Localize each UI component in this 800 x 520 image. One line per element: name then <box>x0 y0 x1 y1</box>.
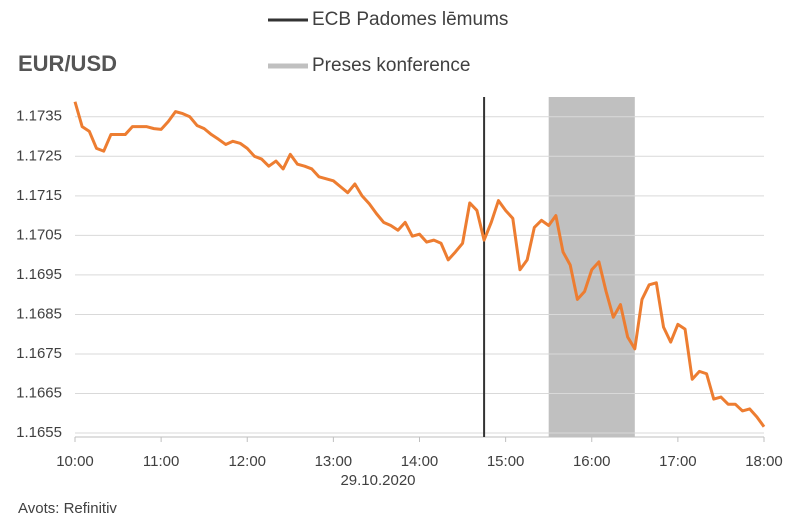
series-line <box>73 101 766 428</box>
x-tick-label: 11:00 <box>143 453 179 470</box>
x-tick-label: 12:00 <box>228 453 266 470</box>
x-tick-label: 15:00 <box>487 453 525 470</box>
y-tick-label: 1.1735 <box>16 108 62 125</box>
x-tick-label: 18:00 <box>745 453 783 470</box>
y-tick-label: 1.1715 <box>16 187 62 204</box>
x-tick-label: 16:00 <box>573 453 611 470</box>
x-axis-label: 29.10.2020 <box>340 472 415 489</box>
y-tick-label: 1.1655 <box>16 424 62 441</box>
shaded-band <box>548 97 635 437</box>
x-tick-label: 17:00 <box>659 453 697 470</box>
y-tick-label: 1.1705 <box>16 226 62 243</box>
y-tick-label: 1.1695 <box>16 266 62 283</box>
x-tick-label: 14:00 <box>401 453 439 470</box>
y-tick-label: 1.1665 <box>16 384 62 401</box>
x-tick-label: 13:00 <box>315 453 353 470</box>
y-tick-label: 1.1725 <box>16 147 62 164</box>
x-tick-label: 10:00 <box>56 453 94 470</box>
legend-label: ECB Padomes lēmums <box>312 9 508 30</box>
y-tick-label: 1.1685 <box>16 305 62 322</box>
y-tick-label: 1.1675 <box>16 345 62 362</box>
chart-title: EUR/USD <box>18 51 117 76</box>
source: Avots: Refinitiv <box>18 500 117 517</box>
legend-label: Preses konference <box>312 55 470 76</box>
